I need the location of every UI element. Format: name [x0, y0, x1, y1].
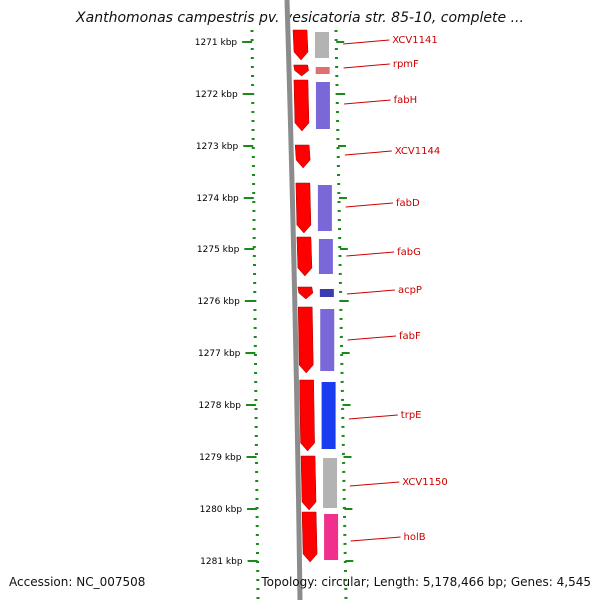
- gene-label-leader: [345, 202, 394, 208]
- gene-label-fabf[interactable]: fabF: [399, 331, 421, 342]
- gene-label-leader: [347, 335, 397, 341]
- gene-arrow-rpmf[interactable]: [293, 64, 309, 77]
- gene-label-leader: [343, 63, 390, 69]
- gene-feature-block: [320, 309, 335, 371]
- gene-arrow-xcv1144[interactable]: [294, 144, 311, 169]
- genome-backbone: [284, 0, 303, 600]
- ruler-tick-label: 1273 kbp: [196, 142, 239, 152]
- gene-feature-block: [319, 289, 334, 297]
- gene-arrow-fabg[interactable]: [296, 236, 313, 277]
- gene-feature-block: [317, 185, 332, 231]
- gene-arrow-fabf[interactable]: [297, 306, 314, 374]
- gene-arrow-holb[interactable]: [301, 511, 318, 563]
- gene-feature-block: [318, 239, 333, 274]
- ruler-tick-label: 1280 kbp: [200, 505, 243, 515]
- gene-arrow-acpp[interactable]: [297, 286, 314, 300]
- accession-text: Accession: NC_007508: [9, 575, 146, 589]
- gene-arrow-fabd[interactable]: [295, 182, 312, 234]
- ruler-tick-label: 1271 kbp: [195, 38, 238, 48]
- gene-label-xcv1144[interactable]: XCV1144: [395, 146, 440, 157]
- gene-label-leader: [344, 150, 392, 156]
- gene-feature-block: [321, 382, 336, 449]
- gene-feature-block: [324, 514, 339, 560]
- gene-feature-block: [315, 32, 329, 58]
- gene-label-rpmf[interactable]: rpmF: [393, 59, 419, 70]
- gene-feature-block: [315, 82, 330, 129]
- gene-label-fabd[interactable]: fabD: [396, 198, 420, 209]
- gene-label-leader: [348, 414, 398, 420]
- gene-arrow-xcv1141[interactable]: [292, 29, 309, 61]
- gene-label-leader: [346, 289, 395, 295]
- gene-arrow-xcv1150[interactable]: [300, 455, 317, 511]
- gene-labels: XCV1141 rpmF fabH XCV1144 fabD fabG acpP fabF tr…: [343, 35, 448, 543]
- map-title: Xanthomonas campestris pv. vesicatoria s…: [76, 10, 524, 26]
- gene-label-xcv1141[interactable]: XCV1141: [392, 35, 437, 46]
- gene-label-trpe[interactable]: trpE: [401, 410, 422, 421]
- ruler-tick-label: 1277 kbp: [198, 349, 241, 359]
- kbp-ruler: 1271 kbp 1272 kbp 1273 kbp 1274 kbp 1275 kbp…: [195, 29, 354, 600]
- backbone-line: [284, 0, 303, 600]
- ruler-tick-label: 1274 kbp: [196, 194, 239, 204]
- genome-summary-text: Topology: circular; Length: 5,178,466 bp…: [261, 575, 591, 589]
- gene-label-acpp[interactable]: acpP: [398, 285, 422, 296]
- gene-label-fabh[interactable]: fabH: [394, 95, 418, 106]
- ruler-tick-label: 1278 kbp: [199, 401, 242, 411]
- ruler-tick-label: 1276 kbp: [197, 297, 240, 307]
- gene-label-leader: [344, 99, 391, 105]
- gene-label-leader: [343, 39, 390, 45]
- gene-track: [292, 29, 339, 563]
- ruler-tick-label: 1281 kbp: [200, 557, 243, 567]
- gene-arrow-fabh[interactable]: [293, 79, 310, 132]
- ruler-tick-label: 1275 kbp: [197, 245, 240, 255]
- gene-label-xcv1150[interactable]: XCV1150: [402, 477, 447, 488]
- gene-feature-block: [323, 458, 338, 508]
- gene-label-fabg[interactable]: fabG: [397, 247, 421, 258]
- gene-label-leader: [349, 481, 400, 487]
- gene-feature-block: [315, 67, 330, 74]
- ruler-dotted-line: [250, 29, 260, 600]
- gene-label-holb[interactable]: holB: [404, 532, 426, 543]
- ruler-tick-label: 1272 kbp: [195, 90, 238, 100]
- ruler-tick-label: 1279 kbp: [199, 453, 242, 463]
- gene-arrow-trpe[interactable]: [299, 379, 315, 452]
- gene-label-leader: [350, 536, 401, 542]
- gene-label-leader: [346, 251, 395, 257]
